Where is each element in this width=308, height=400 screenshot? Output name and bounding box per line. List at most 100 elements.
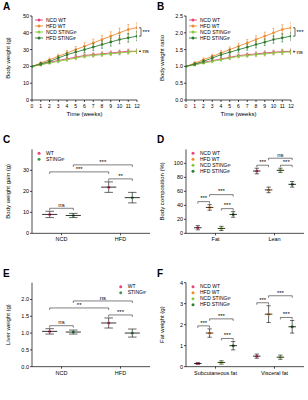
y-tick (184, 49, 186, 50)
error-bar (110, 51, 112, 55)
marker (48, 60, 51, 63)
marker (57, 60, 60, 63)
error-bar (92, 54, 94, 57)
x-tick-label: 6 (237, 103, 240, 109)
marker (193, 63, 196, 66)
y-tick (30, 212, 32, 213)
mean-line (101, 187, 116, 188)
marker (32, 65, 33, 68)
marker (211, 57, 214, 60)
legend-marker (192, 170, 195, 173)
error-bar (186, 66, 187, 67)
marker (136, 35, 137, 38)
x-tick (221, 100, 222, 102)
legend: NCD WTHFD WTNCD STINGᵍᵗHFD STINGᵍᵗ (35, 17, 76, 41)
error-bar (211, 56, 213, 60)
y-tick (184, 205, 186, 206)
y-tick-label: 0.0 (21, 364, 29, 370)
plot-area (194, 306, 296, 365)
marker (127, 37, 130, 40)
error-bar (238, 54, 240, 57)
error-bar (255, 53, 257, 57)
annotation-bracket (280, 165, 292, 167)
legend-marker (38, 25, 41, 28)
error-bar (136, 49, 137, 53)
plot-area (32, 23, 137, 68)
error-bar (127, 33, 129, 42)
legend-marker (192, 25, 195, 28)
x-tick (102, 100, 103, 102)
mean-line (125, 197, 140, 198)
marker (186, 65, 187, 68)
annotation-bracket (50, 208, 74, 210)
marker (136, 50, 137, 53)
line (32, 51, 137, 66)
y-tick-label: 0.5 (175, 80, 183, 86)
error-bar (229, 50, 231, 55)
y-tick-label: 0 (180, 364, 183, 370)
mean-line (253, 171, 261, 172)
marker (290, 35, 291, 38)
annotation-bracket (139, 28, 141, 36)
error-bar (220, 58, 222, 61)
error-bar (110, 52, 112, 56)
y-tick-label: 2 (180, 322, 183, 328)
error-bar (186, 66, 187, 67)
category-label: Lean (268, 236, 280, 242)
error-bar (194, 63, 196, 66)
y-tick (184, 177, 186, 178)
marker (136, 26, 137, 29)
error-bar (281, 50, 283, 55)
x-tick-label: 5 (228, 103, 231, 109)
mean-line (218, 362, 226, 363)
x-tick (212, 100, 213, 102)
mean-line (42, 214, 57, 215)
x-axis (186, 233, 304, 234)
y-tick-label: 3 (180, 301, 183, 307)
y-axis-title: Body weight ratio (159, 34, 165, 81)
y-tick-label: 40 (23, 30, 29, 36)
marker (281, 51, 284, 54)
mean-line (42, 331, 57, 332)
error-bar (238, 47, 240, 52)
marker (246, 54, 249, 57)
y-tick-label: 0 (26, 97, 29, 103)
line (32, 28, 137, 67)
line (186, 28, 291, 67)
x-tick-label: 8 (101, 103, 104, 109)
x-tick-label: 9 (263, 103, 266, 109)
mean-line (101, 322, 116, 323)
x-tick (128, 100, 129, 102)
y-tick (30, 349, 32, 350)
error-bar (75, 49, 77, 54)
x-tick-label: 2 (48, 103, 51, 109)
marker (220, 53, 223, 56)
marker (237, 55, 240, 58)
x-tick-label: 10 (271, 103, 277, 109)
marker (101, 53, 104, 56)
annotation: *** (117, 309, 125, 315)
mean-line (66, 332, 81, 333)
legend-line (189, 32, 197, 33)
category-label: HFD (115, 370, 126, 376)
legend-label: STINGᵍᵗ (46, 156, 64, 162)
annotation-bracket (198, 202, 210, 204)
error-bar (281, 34, 283, 42)
legend-marker (38, 37, 41, 40)
y-tick (184, 282, 186, 283)
x-tick (291, 100, 292, 102)
y-axis-title: Liver weight (g) (5, 304, 11, 345)
legend: NCD WTHFD WTNCD STINGᵍᵗHFD STINGᵍᵗ (192, 283, 231, 307)
legend-marker (192, 152, 195, 155)
marker (127, 51, 130, 54)
mean-line (218, 228, 226, 229)
error-bar (273, 51, 275, 55)
mean-line (265, 314, 273, 315)
x-tick-label: 7 (92, 103, 95, 109)
marker (118, 38, 121, 41)
category-label: Subcutaneous fat (194, 370, 237, 376)
plot-area (42, 182, 140, 218)
marker (92, 46, 95, 49)
x-tick (274, 233, 275, 235)
annotation-bracket (293, 28, 295, 36)
